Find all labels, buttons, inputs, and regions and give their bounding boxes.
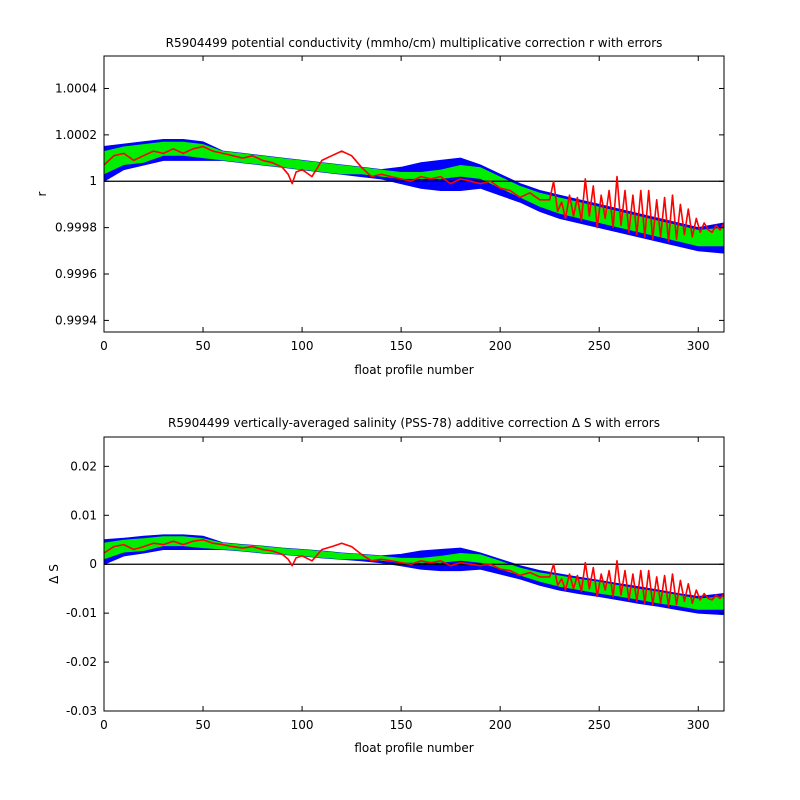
top-chart-x-tick-label: 100 (291, 339, 314, 353)
top-chart-y-tick-label: 0.9998 (55, 221, 97, 235)
top-chart-title: R5904499 potential conductivity (mmho/cm… (166, 36, 663, 50)
bottom-chart-y-axis: -0.03 -0.02 -0.01 0 0.01 0.02 (66, 459, 724, 718)
top-chart-x-tick-label: 50 (195, 339, 210, 353)
top-chart-x-tick-label: 0 (100, 339, 108, 353)
bottom-chart-y-tick-label: 0 (89, 557, 97, 571)
bottom-chart-panel: R5904499 vertically-averaged salinity (P… (47, 416, 725, 755)
bottom-chart-plot-area (103, 534, 725, 616)
top-chart-x-tick-label: 200 (489, 339, 512, 353)
bottom-chart-y-tick-label: -0.03 (66, 704, 97, 718)
bottom-chart-x-tick-label: 300 (687, 718, 710, 732)
bottom-chart-y-tick-label: 0.01 (70, 508, 97, 522)
top-chart-y-axis: 0.9994 0.9996 0.9998 1 1.0002 1.0004 (55, 81, 724, 327)
top-chart-y-tick-label: 0.9996 (55, 267, 97, 281)
bottom-chart-x-tick-label: 100 (291, 718, 314, 732)
bottom-chart-x-tick-label: 250 (588, 718, 611, 732)
bottom-chart-x-tick-label: 200 (489, 718, 512, 732)
bottom-chart-x-label: float profile number (354, 741, 473, 755)
top-chart-x-tick-label: 250 (588, 339, 611, 353)
bottom-chart-correction-line-0 (103, 538, 725, 608)
top-chart-x-axis: 0 50 100 150 200 250 300 (100, 56, 710, 353)
top-chart-y-tick-label: 0.9994 (55, 313, 97, 327)
top-chart-x-tick-label: 300 (687, 339, 710, 353)
top-chart-x-tick-label: 150 (390, 339, 413, 353)
top-chart-y-label: r (35, 191, 49, 196)
top-chart-plot-area (103, 139, 725, 254)
bottom-chart-y-tick-label: -0.02 (66, 655, 97, 669)
bottom-chart-x-tick-label: 150 (390, 718, 413, 732)
bottom-chart-axes-box (103, 436, 725, 712)
bottom-chart-y-label: Δ S (47, 564, 61, 584)
bottom-chart-title: R5904499 vertically-averaged salinity (P… (168, 416, 660, 430)
top-chart-panel: R5904499 potential conductivity (mmho/cm… (35, 36, 725, 377)
top-chart-axes-box (103, 55, 725, 333)
top-chart-y-tick-label: 1.0002 (55, 128, 97, 142)
bottom-chart-x-axis: 0 50 100 150 200 250 300 (100, 437, 710, 732)
bottom-chart-y-tick-label: -0.01 (66, 606, 97, 620)
bottom-chart-y-tick-label: 0.02 (70, 459, 97, 473)
bottom-chart-x-tick-label: 50 (195, 718, 210, 732)
bottom-chart-x-tick-label: 0 (100, 718, 108, 732)
top-chart-x-label: float profile number (354, 363, 473, 377)
top-chart-correction-line-0 (103, 145, 725, 243)
top-chart-y-tick-label: 1 (89, 174, 97, 188)
top-chart-y-tick-label: 1.0004 (55, 81, 97, 95)
